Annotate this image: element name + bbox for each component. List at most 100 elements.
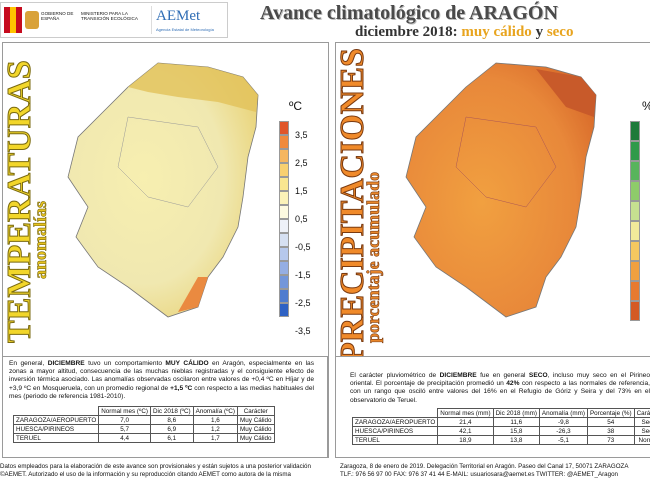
- aemet-full: Agencia Estatal de Meteorología: [156, 27, 214, 32]
- footer-line: Zaragoza, 8 de enero de 2019. Delegación…: [340, 463, 629, 470]
- table-cell: TERUEL: [351, 435, 439, 445]
- table-cell: 11,6: [492, 417, 540, 427]
- table-header: Normal mes (ºC) Dic 2018 (ºC) Anomalía (ºC…: [14, 406, 275, 416]
- subtitle-part: diciembre 2018:: [355, 24, 462, 40]
- text-part: DICIEMBRE: [47, 360, 85, 367]
- text-part: SECO: [528, 372, 548, 379]
- precipitation-subtitle: porcentaje acumulado: [363, 171, 384, 344]
- text-part: DICIEMBRE: [439, 372, 477, 379]
- text-part: 42%: [506, 380, 520, 388]
- legend-label: 1,5: [295, 186, 308, 196]
- ministry-label: MINISTERIO PARA LA TRANSICIÓN ECOLÓGICA: [81, 11, 138, 21]
- table-cell: 18,9: [437, 435, 494, 445]
- footer-right: Zaragoza, 8 de enero de 2019. Delegación…: [340, 463, 628, 479]
- precipitation-map: [405, 62, 597, 318]
- legend-swatch: [630, 181, 640, 201]
- legend-swatch: [279, 205, 289, 219]
- flag: [4, 7, 10, 33]
- table-cell: ZARAGOZA/AEROPUERTO: [351, 417, 439, 427]
- legend-label: -0,5: [295, 242, 311, 252]
- precipitation-text: El carácter pluviométrico de DICIEMBRE f…: [350, 372, 650, 405]
- temperature-text: En general, DICIEMBRE tuvo un comportami…: [9, 360, 314, 401]
- table-cell: TERUEL: [12, 433, 100, 443]
- footer-line: Datos empleados para la elaboración de e…: [0, 463, 311, 470]
- table-cell: 1,2: [192, 424, 239, 434]
- table-cell: 1,6: [192, 415, 239, 425]
- header-cell: Normal mes (mm): [437, 408, 494, 418]
- table-cell: -26,3: [538, 426, 588, 436]
- subtitle-part: y: [531, 24, 547, 40]
- footer-line: ©AEMET. Autorizado el uso de la informac…: [0, 471, 291, 478]
- legend-swatch: [279, 289, 289, 303]
- legend-swatch: [630, 301, 640, 321]
- legend-label: -3,5: [295, 326, 311, 336]
- table-cell: Normal: [633, 435, 650, 445]
- table-cell: HUESCA/PIRINEOS: [12, 424, 100, 434]
- subtitle-part: seco: [546, 24, 574, 40]
- table-cell: 4,4: [98, 433, 151, 443]
- legend-swatch: [279, 247, 289, 261]
- table-cell: 54: [586, 417, 635, 427]
- table-cell: 6,1: [149, 433, 194, 443]
- legend-swatch: [279, 233, 289, 247]
- table-row: ZARAGOZA/AEROPUERTO 7,0 8,6 1,6 Muy Cálido: [12, 415, 275, 425]
- precipitation-info: El carácter pluviométrico de DICIEMBRE f…: [335, 356, 650, 458]
- table-cell: Muy Cálido: [237, 415, 275, 425]
- legend-swatch: [279, 177, 289, 191]
- text-part: en Aragón, especialmente en las zonas a …: [9, 360, 314, 392]
- legend-swatch: [279, 135, 289, 149]
- table-cell: 1,7: [192, 433, 239, 443]
- header-cell: Porcentaje (%): [586, 408, 635, 418]
- temperature-unit: ºC: [289, 99, 303, 113]
- header-cell: Carácter: [633, 408, 650, 418]
- aemet-name: AEMet: [156, 8, 201, 24]
- table-cell: 8,6: [149, 415, 194, 425]
- table-header: Normal mes (mm) Dic 2018 (mm) Anomalía (mm…: [353, 408, 650, 418]
- header-cell: [353, 409, 438, 418]
- text-part: con respecto a las normales de referenci…: [350, 380, 650, 404]
- legend-swatch: [279, 121, 289, 135]
- text-part: MUY CÁLIDO: [165, 360, 209, 367]
- temperature-subtitle: anomalías: [30, 200, 51, 280]
- aemet-logo: AEMet Agencia Estatal de Meteorología: [151, 6, 224, 34]
- table-cell: 13,8: [492, 435, 540, 445]
- legend-swatch: [630, 121, 640, 141]
- temperature-info: En general, DICIEMBRE tuvo un comportami…: [2, 356, 328, 458]
- coat-of-arms: [25, 11, 39, 29]
- table-cell: Seco: [633, 417, 650, 427]
- subtitle: diciembre 2018: muy cálido y seco: [355, 24, 573, 41]
- table-cell: HUESCA/PIRINEOS: [351, 426, 439, 436]
- text-part: fue en general: [476, 372, 529, 379]
- title: Avance climatológico de ARAGÓN: [260, 2, 558, 24]
- legend-swatch: [279, 163, 289, 177]
- subtitle-part: muy cálido: [461, 24, 532, 40]
- precipitation-table: Normal mes (mm) Dic 2018 (mm) Anomalía (mm…: [351, 408, 650, 445]
- table-row: TERUEL 4,4 6,1 1,7 Muy Cálido: [12, 433, 275, 443]
- legend-swatch: [279, 149, 289, 163]
- footer-line: TLF.: 976 56 97 00 FAX: 976 37 41 44 E-M…: [340, 471, 618, 478]
- legend-swatch: [279, 303, 289, 317]
- text-part: El carácter pluviométrico de: [350, 372, 440, 379]
- legend-label: 0,5: [295, 214, 308, 224]
- temperature-map: [67, 62, 259, 318]
- precipitation-unit: %: [642, 99, 650, 113]
- table-row: HUESCA/PIRINEOS 5,7 6,9 1,2 Muy Cálido: [12, 424, 275, 434]
- table-cell: 21,4: [437, 417, 494, 427]
- header-cell: Dic 2018 (mm): [492, 408, 540, 418]
- table-cell: 42,1: [437, 426, 494, 436]
- table-cell: -9,8: [538, 417, 588, 427]
- table-cell: ZARAGOZA/AEROPUERTO: [12, 415, 100, 425]
- legend-swatch: [279, 275, 289, 289]
- table-cell: -5,1: [538, 435, 588, 445]
- legend-swatch: [279, 219, 289, 233]
- legend-label: 3,5: [295, 130, 308, 140]
- table-cell: 6,9: [149, 424, 194, 434]
- legend-label: 2,5: [295, 158, 308, 168]
- text-part: , incluso muy seco en el Pirineo orienta…: [350, 372, 650, 388]
- legend-swatch: [630, 161, 640, 181]
- legend-label: -2,5: [295, 298, 311, 308]
- table-cell: 73: [586, 435, 635, 445]
- header-cell: Anomalía (ºC): [192, 406, 239, 416]
